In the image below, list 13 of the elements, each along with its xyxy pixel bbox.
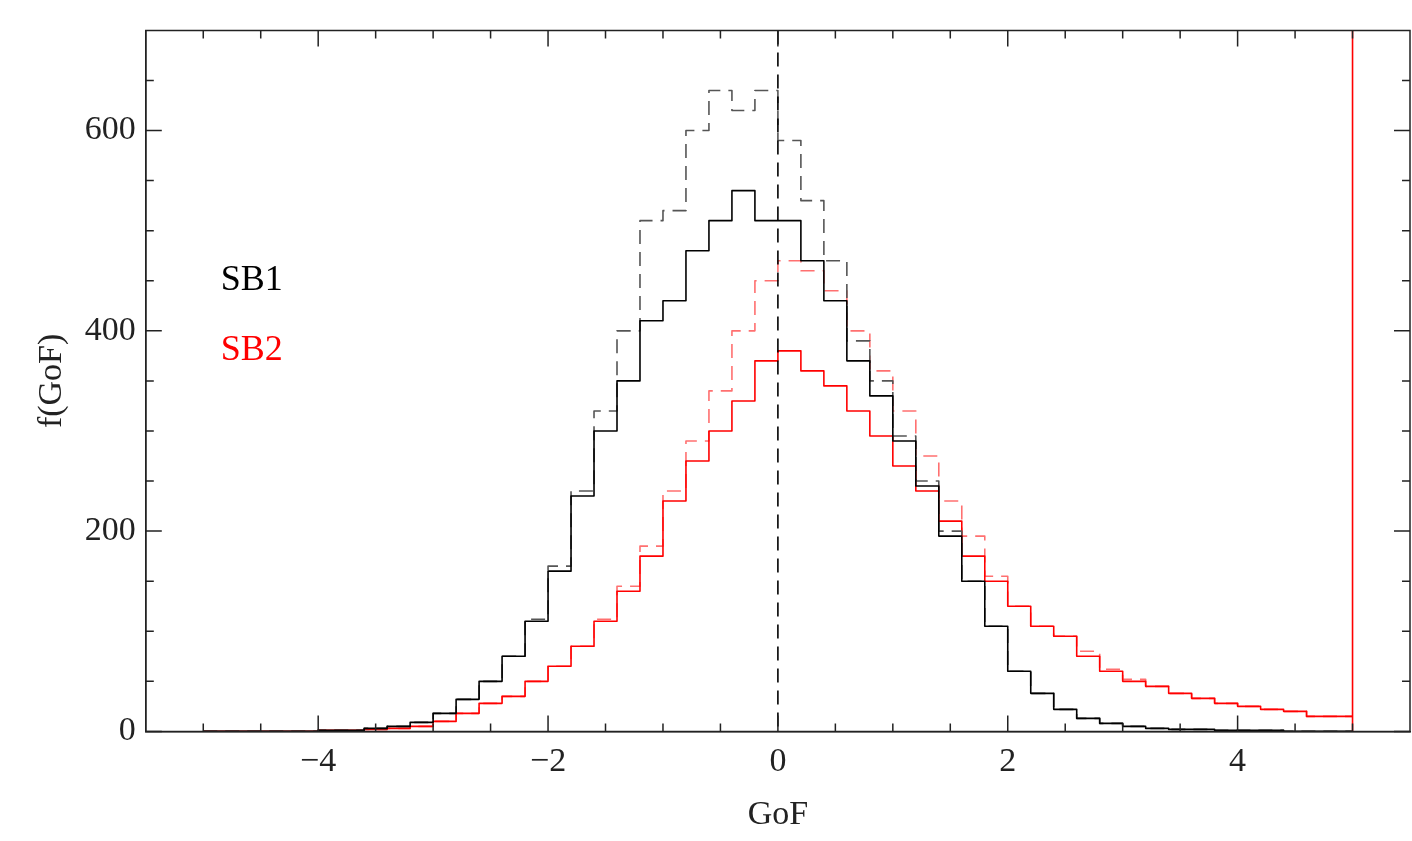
x-tick-label: 4 — [1229, 740, 1247, 778]
y-tick-label: 600 — [84, 109, 136, 147]
x-tick-label: −2 — [529, 740, 567, 778]
y-tick-label: 200 — [84, 510, 136, 548]
x-tick-label: −4 — [300, 740, 337, 778]
text: SB1 — [220, 257, 283, 298]
text: SB2 — [220, 327, 283, 368]
y-axis-title: f(GoF) — [31, 333, 70, 429]
x-axis-title: GoF — [747, 793, 809, 831]
x-tick-label: 2 — [999, 740, 1017, 778]
x-tick-label: 0 — [769, 740, 787, 778]
y-tick-label: 400 — [84, 309, 136, 347]
y-tick-label: 0 — [118, 710, 136, 748]
